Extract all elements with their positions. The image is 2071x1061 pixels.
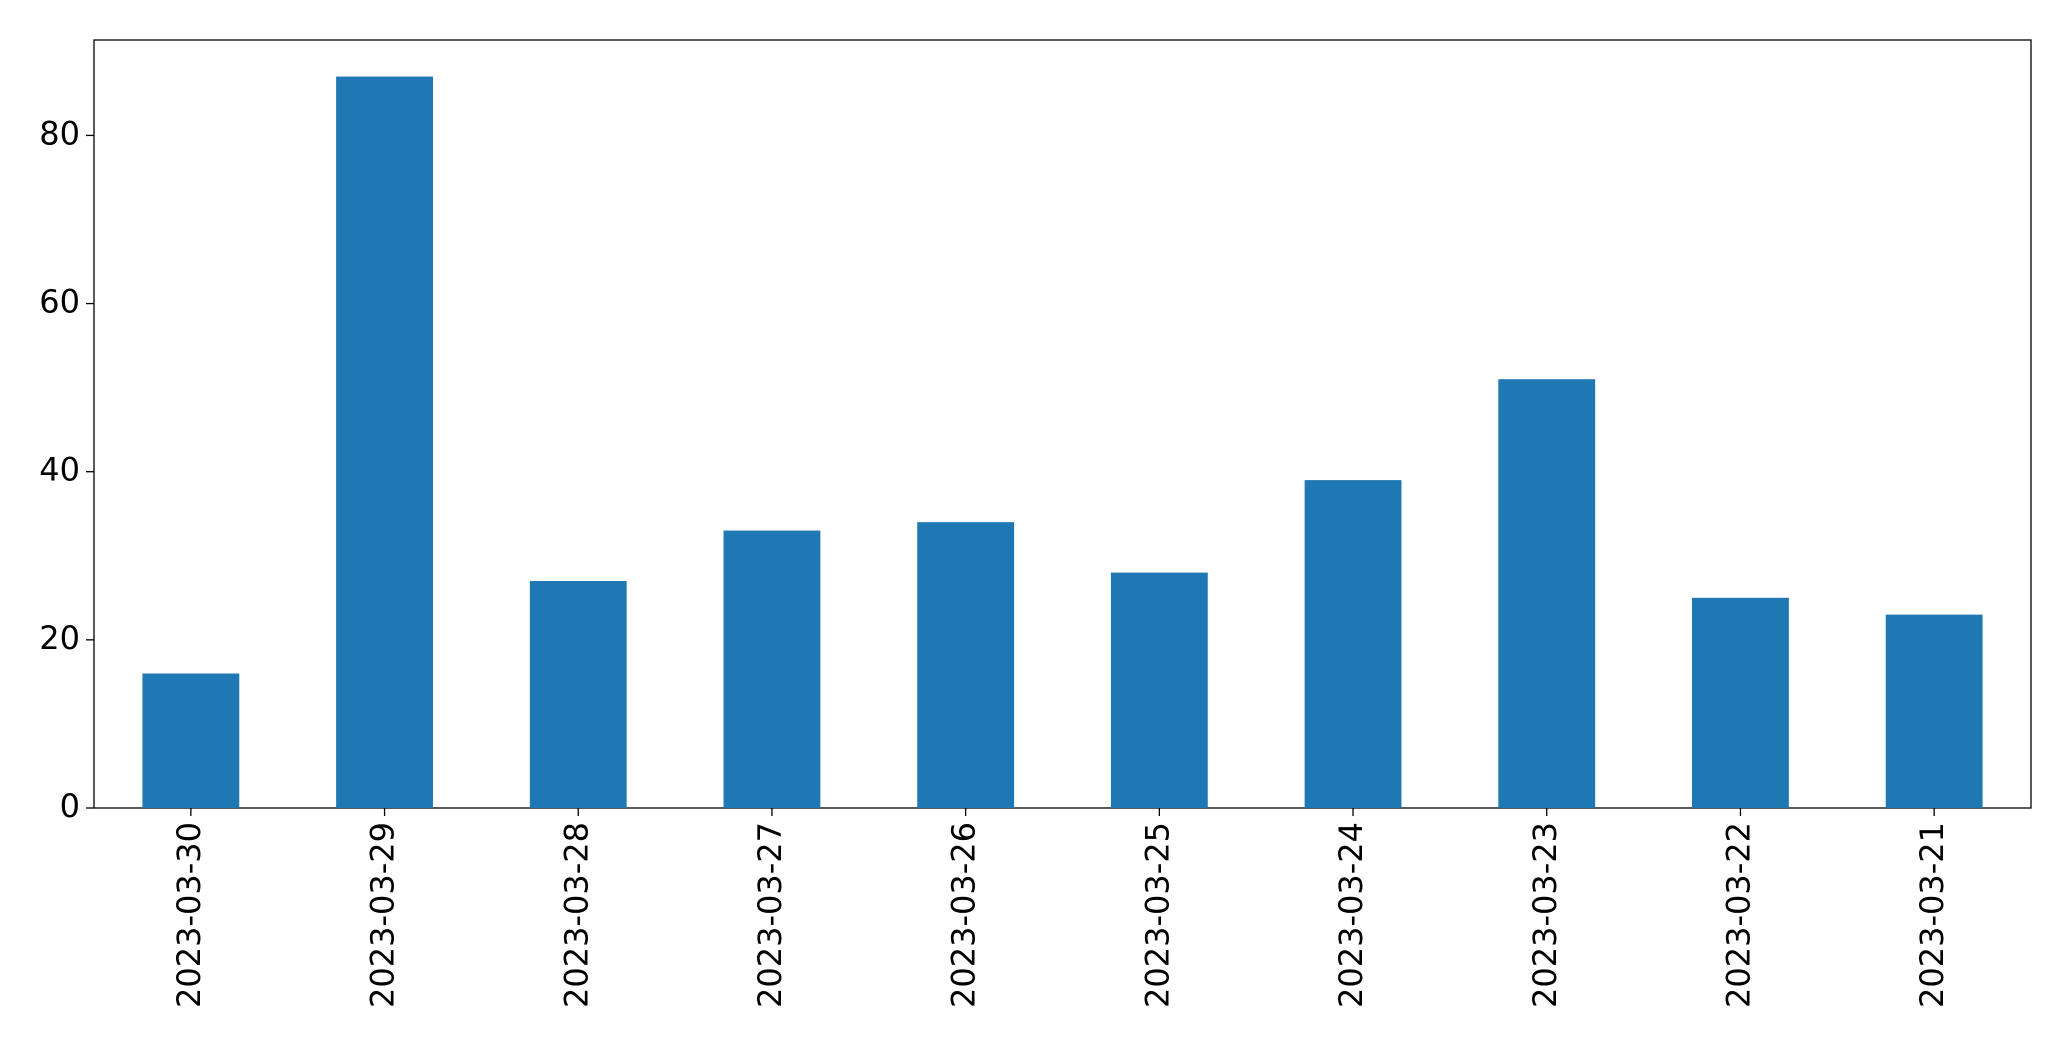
- plot-frame: [93, 39, 2032, 809]
- bar: [336, 76, 433, 809]
- bar: [142, 673, 240, 808]
- x-tick-label: 2023-03-27: [751, 822, 789, 1008]
- y-tick-label: 80: [39, 114, 80, 152]
- bar: [917, 522, 1015, 808]
- y-tick-label: 60: [39, 283, 80, 321]
- x-tick-label: 2023-03-26: [945, 822, 983, 1008]
- x-tick-label: 2023-03-25: [1138, 822, 1176, 1008]
- x-tick-label: 2023-03-28: [557, 822, 595, 1008]
- x-tick-label: 2023-03-30: [170, 822, 208, 1008]
- x-tick-label: 2023-03-23: [1526, 822, 1564, 1008]
- bar: [1304, 480, 1402, 808]
- bar: [1885, 614, 1983, 808]
- bar: [529, 581, 627, 808]
- x-tick-label: 2023-03-22: [1719, 822, 1757, 1008]
- bar: [1110, 572, 1208, 808]
- y-tick-label: 40: [39, 451, 80, 489]
- x-tick-label: 2023-03-24: [1332, 822, 1370, 1008]
- y-tick-label: 0: [60, 787, 80, 825]
- y-tick-label: 20: [39, 619, 80, 657]
- bar: [723, 530, 821, 808]
- bar: [1498, 379, 1596, 808]
- bar: [1692, 597, 1789, 808]
- x-tick-label: 2023-03-21: [1913, 822, 1951, 1008]
- x-tick-label: 2023-03-29: [364, 822, 402, 1008]
